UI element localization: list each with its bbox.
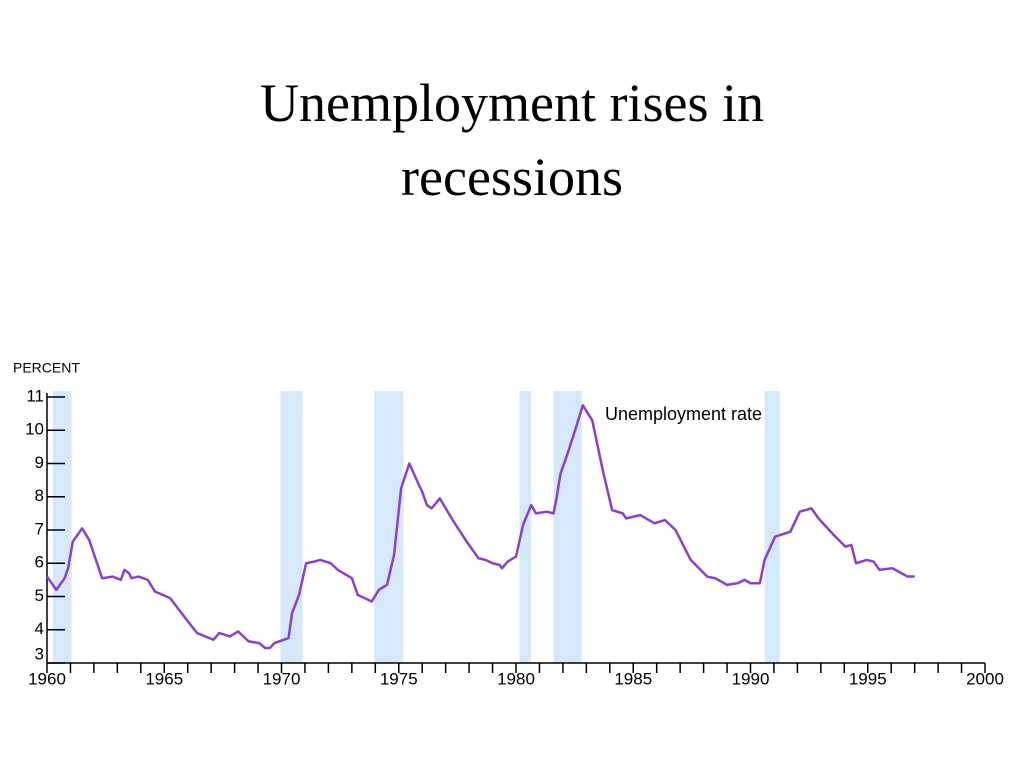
chart-title: Unemployment rises in recessions	[260, 73, 764, 207]
recession-band	[764, 391, 780, 663]
y-tick-label: 9	[35, 453, 44, 472]
y-tick-label: 6	[35, 553, 44, 572]
y-tick-label: 11	[26, 386, 44, 405]
y-tick-label: 5	[35, 586, 44, 605]
x-tick-label: 2000	[966, 669, 1004, 688]
recession-band	[519, 391, 532, 663]
y-axis-label: PERCENT	[13, 360, 80, 376]
series-annotation: Unemployment rate	[605, 404, 763, 424]
y-tick-label: 4	[35, 619, 44, 638]
x-tick-label: 1990	[732, 669, 770, 688]
y-tick-label: 7	[35, 519, 44, 538]
x-tick-label: 1975	[380, 669, 418, 688]
recession-band	[553, 391, 582, 663]
x-tick-label: 1970	[263, 669, 301, 688]
recession-band	[374, 391, 404, 663]
series-line	[45, 404, 915, 650]
y-tick-label: 3	[35, 644, 44, 663]
recession-band	[280, 391, 303, 663]
x-tick-label: 1985	[614, 669, 652, 688]
x-tick-label: 1965	[145, 669, 183, 688]
y-tick-label: 10	[25, 420, 44, 439]
x-tick-label: 1960	[28, 669, 66, 688]
y-tick-label: 8	[35, 486, 44, 505]
x-tick-label: 1980	[497, 669, 535, 688]
x-tick-label: 1995	[849, 669, 887, 688]
recession-band	[52, 391, 72, 663]
